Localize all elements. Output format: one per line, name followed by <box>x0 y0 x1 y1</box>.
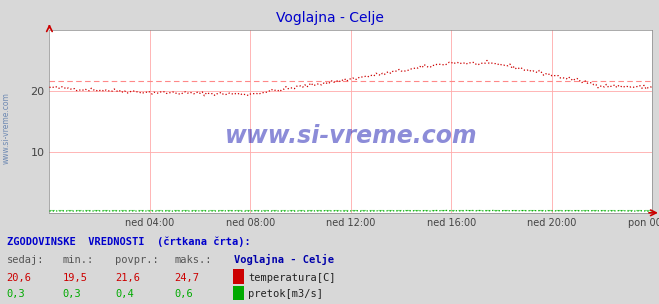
Text: maks.:: maks.: <box>175 255 212 265</box>
Text: Voglajna - Celje: Voglajna - Celje <box>234 254 334 265</box>
Text: sedaj:: sedaj: <box>7 255 44 265</box>
Text: 0,3: 0,3 <box>7 289 25 299</box>
Text: 0,3: 0,3 <box>63 289 81 299</box>
Text: povpr.:: povpr.: <box>115 255 159 265</box>
Text: pretok[m3/s]: pretok[m3/s] <box>248 289 324 299</box>
Text: min.:: min.: <box>63 255 94 265</box>
Text: www.si-vreme.com: www.si-vreme.com <box>1 92 11 164</box>
Text: Voglajna - Celje: Voglajna - Celje <box>275 11 384 25</box>
Text: www.si-vreme.com: www.si-vreme.com <box>225 124 477 148</box>
Text: 24,7: 24,7 <box>175 273 200 283</box>
Text: 0,6: 0,6 <box>175 289 193 299</box>
Text: 21,6: 21,6 <box>115 273 140 283</box>
Text: 20,6: 20,6 <box>7 273 32 283</box>
Text: 19,5: 19,5 <box>63 273 88 283</box>
Text: ZGODOVINSKE  VREDNOSTI  (črtkana črta):: ZGODOVINSKE VREDNOSTI (črtkana črta): <box>7 236 250 247</box>
Text: 0,4: 0,4 <box>115 289 134 299</box>
Text: temperatura[C]: temperatura[C] <box>248 273 336 283</box>
